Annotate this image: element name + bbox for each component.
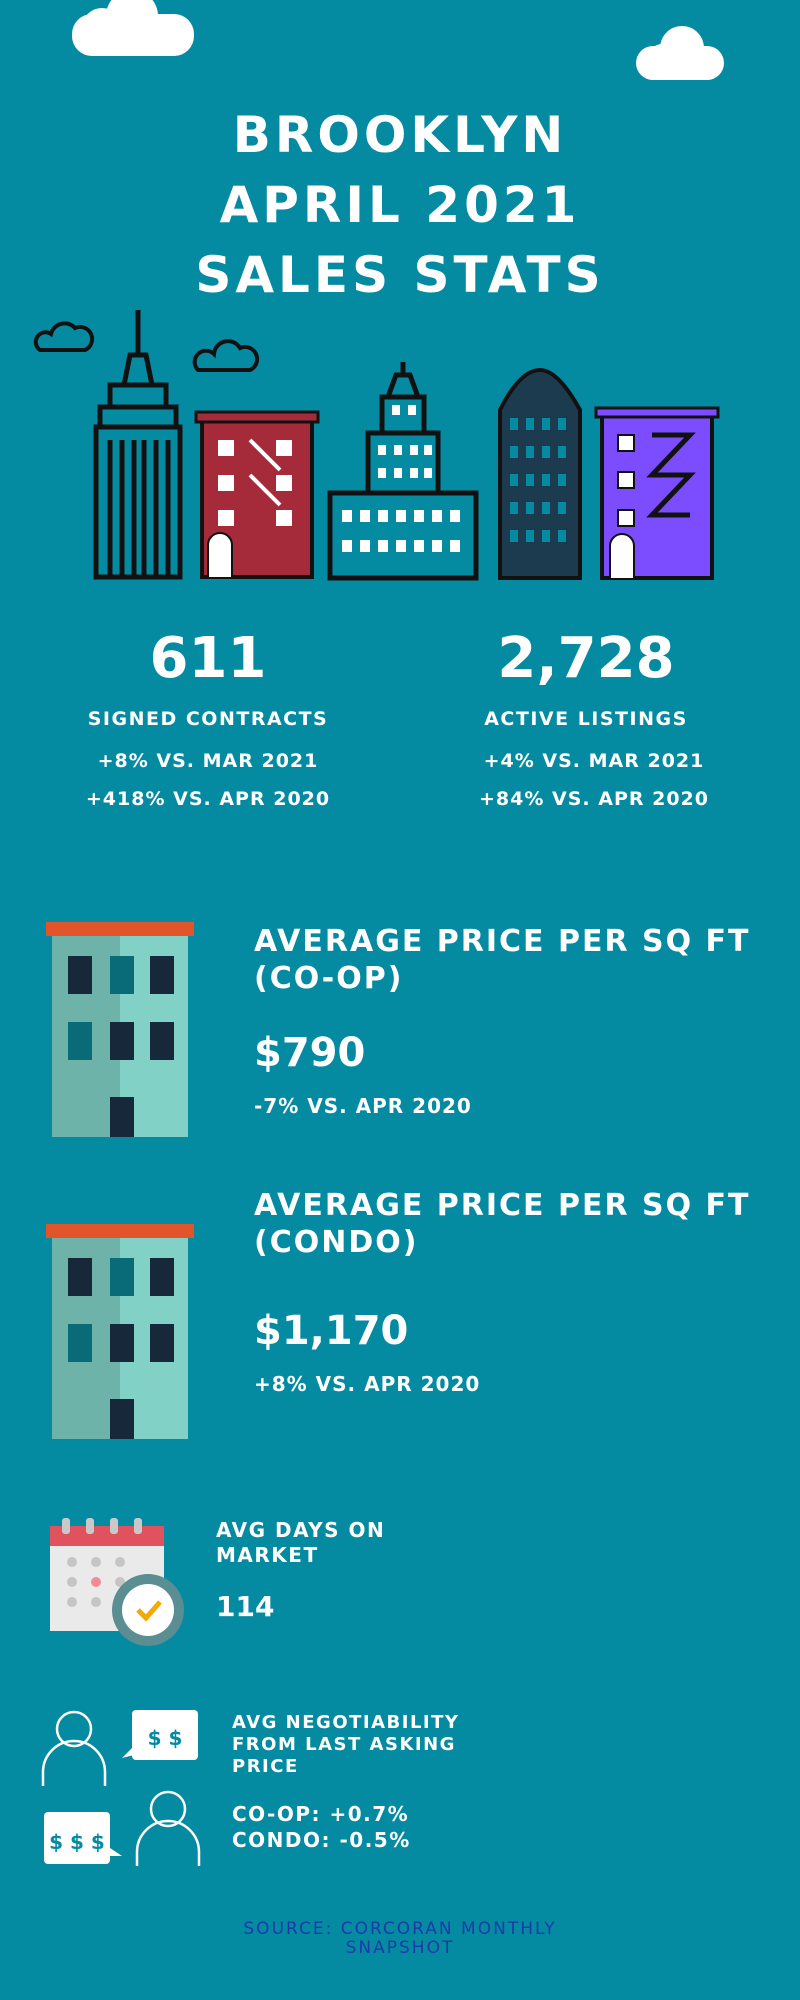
negotiability-heading: AVG NEGOTIABILITY FROM LAST ASKING PRICE: [232, 1712, 459, 1778]
tower-building: [93, 310, 183, 580]
active-change-mom: +4% VS. MAR 2021: [483, 750, 705, 772]
signed-change-yoy: +418% VS. APR 2020: [85, 788, 331, 810]
condo-heading-line: AVERAGE PRICE PER SQ FT: [254, 1188, 751, 1223]
negotiability-heading-line: AVG NEGOTIABILITY: [232, 1712, 460, 1733]
coop-heading-line: AVERAGE PRICE PER SQ FT: [254, 924, 751, 959]
negotiability-heading-line: PRICE: [232, 1756, 299, 1777]
building-icon: [46, 922, 194, 1137]
calendar-clock-icon: [50, 1518, 184, 1646]
active-listings-value: 2,728: [497, 626, 675, 691]
source-line: SNAPSHOT: [345, 1938, 455, 1958]
coop-heading: AVERAGE PRICE PER SQ FT (CO-OP): [254, 923, 774, 997]
title-line: BROOKLYN: [232, 106, 568, 164]
active-change-yoy: +84% VS. APR 2020: [479, 788, 709, 810]
days-heading: AVG DAYS ON MARKET: [216, 1518, 385, 1568]
condo-change: +8% VS. APR 2020: [254, 1372, 481, 1396]
condo-price: $1,170: [254, 1308, 409, 1354]
money-bubble-3: $ $ $: [49, 1830, 105, 1854]
days-heading-line: AVG DAYS ON: [216, 1518, 386, 1542]
flatiron-building: [498, 367, 582, 580]
cloud-outline-icon: [192, 339, 260, 372]
teal-skyscraper: [327, 362, 479, 581]
negotiability-heading-line: FROM LAST ASKING: [232, 1734, 456, 1755]
active-listings-label: ACTIVE LISTINGS: [484, 708, 688, 730]
building-icon: [46, 1224, 194, 1439]
people-money-icon: [41, 1710, 201, 1866]
negotiability-condo: CONDO: -0.5%: [232, 1828, 411, 1852]
brick-building: [194, 410, 320, 579]
condo-heading: AVERAGE PRICE PER SQ FT (CONDO): [254, 1187, 774, 1261]
skyline-illustration: [33, 310, 720, 581]
source-line: SOURCE: CORCORAN MONTHLY: [243, 1919, 557, 1939]
coop-heading-line: (CO-OP): [254, 961, 404, 996]
page-title: BROOKLYN APRIL 2021 SALES STATS: [0, 100, 800, 310]
money-bubble-2: $ $: [147, 1726, 183, 1750]
cloud-icon: [636, 26, 724, 80]
signed-contracts-value: 611: [149, 626, 267, 691]
condo-heading-line: (CONDO): [254, 1225, 419, 1260]
negotiability-coop: CO-OP: +0.7%: [232, 1802, 410, 1826]
cloud-outline-icon: [33, 321, 95, 352]
purple-building: [594, 406, 720, 580]
signed-contracts-label: SIGNED CONTRACTS: [87, 708, 329, 730]
coop-change: -7% VS. APR 2020: [254, 1094, 472, 1118]
source-note: SOURCE: CORCORAN MONTHLY SNAPSHOT: [0, 1920, 800, 1958]
signed-change-mom: +8% VS. MAR 2021: [97, 750, 319, 772]
cloud-icon: [72, 0, 194, 56]
title-line: SALES STATS: [195, 246, 605, 304]
days-heading-line: MARKET: [216, 1543, 319, 1567]
days-value: 114: [216, 1590, 275, 1623]
title-line: APRIL 2021: [219, 176, 581, 234]
coop-price: $790: [254, 1030, 366, 1076]
